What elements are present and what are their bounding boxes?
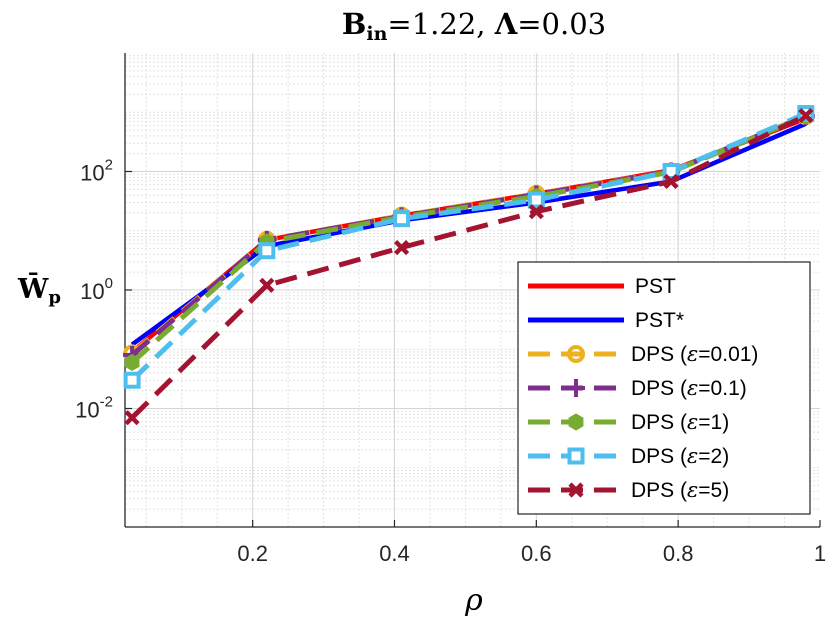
legend-label-part: ε [687, 410, 698, 434]
legend-label: DPS (ε=0.1) [631, 376, 747, 400]
legend-label: PST [635, 275, 676, 298]
legend-label-part: DPS ( [631, 343, 687, 366]
data-point [123, 371, 141, 389]
data-point [393, 210, 411, 228]
legend-label-part: DPS ( [631, 445, 687, 468]
title-lambda-value: =0.03 [517, 7, 606, 41]
x-tick-label: 0.8 [663, 541, 694, 566]
legend-entry: DPS (ε=0.1) [528, 376, 747, 400]
x-axis-label: ρ [464, 583, 483, 618]
y-tick-base: 10 [80, 279, 104, 304]
data-point [124, 353, 140, 371]
series-layer [123, 105, 815, 426]
legend-label-part: ε [687, 478, 698, 502]
legend-marker [568, 413, 584, 431]
data-point [258, 242, 276, 260]
legend-label: PST* [635, 309, 684, 332]
data-point [528, 204, 544, 220]
legend-label: DPS (ε=0.01) [631, 342, 758, 366]
data-point [527, 191, 545, 209]
legend-label-part: =5) [698, 479, 729, 502]
chart-title: Bin=1.22, Λ=0.03 [342, 7, 606, 45]
series-line [130, 113, 807, 420]
legend-label-part: =0.01) [698, 343, 758, 366]
y-axis-label-sub: p [48, 287, 61, 308]
data-point [393, 239, 410, 256]
x-tick-label: 0.4 [379, 541, 410, 566]
y-axis-label-main: W̄ [17, 271, 49, 305]
y-tick-exponent: -2 [100, 394, 113, 411]
data-point [259, 277, 275, 293]
x-tick-label: 0.2 [237, 541, 268, 566]
title-lambda-main: Λ [494, 7, 518, 41]
title-b-main: B [342, 7, 367, 41]
y-tick-label: 102 [80, 157, 113, 186]
y-tick-exponent: 0 [105, 275, 113, 292]
y-axis-label: W̄p [17, 271, 61, 308]
legend-entry: DPS (ε=5) [528, 478, 729, 502]
legend-entry: PST [528, 275, 676, 298]
title-b-sub: in [366, 23, 387, 45]
legend-label-part: DPS ( [631, 411, 687, 434]
legend-entry: DPS (ε=2) [528, 444, 729, 468]
legend-label-part: DPS ( [631, 479, 687, 502]
y-tick-exponent: 2 [105, 157, 113, 174]
legend-label-part: ε [687, 376, 698, 400]
data-point [663, 173, 679, 190]
title-b-value: =1.22, [387, 7, 494, 41]
data-point [662, 163, 680, 180]
legend-label-part: ε [687, 444, 698, 468]
legend-label: DPS (ε=2) [631, 444, 729, 468]
x-tick-label: 1 [814, 541, 826, 566]
legend-entry: DPS (ε=1) [528, 410, 729, 434]
legend-marker [567, 447, 585, 465]
legend-label: DPS (ε=1) [631, 410, 729, 434]
y-tick-base: 10 [75, 398, 99, 423]
axes [124, 53, 821, 528]
legend-label-part: ε [687, 342, 698, 366]
legend-marker [567, 379, 585, 397]
legend-label-part: DPS ( [631, 377, 687, 400]
legend-marker [567, 345, 585, 363]
legend-label-part: =1) [698, 411, 729, 434]
series-6 [124, 107, 814, 426]
legend-label-part: =0.1) [698, 377, 746, 400]
data-point [124, 410, 140, 426]
x-tick-label: 0.6 [521, 541, 552, 566]
y-tick-base: 10 [80, 161, 104, 186]
series-line [130, 113, 807, 365]
data-point [798, 107, 814, 124]
legend-marker [568, 482, 584, 498]
legend-label: DPS (ε=5) [631, 478, 729, 502]
legend-label-part: =2) [698, 445, 729, 468]
legend-entry: PST* [528, 309, 684, 332]
legend-entry: DPS (ε=0.01) [528, 342, 758, 366]
y-tick-label: 100 [80, 275, 113, 304]
y-tick-label: 10-2 [75, 394, 113, 423]
